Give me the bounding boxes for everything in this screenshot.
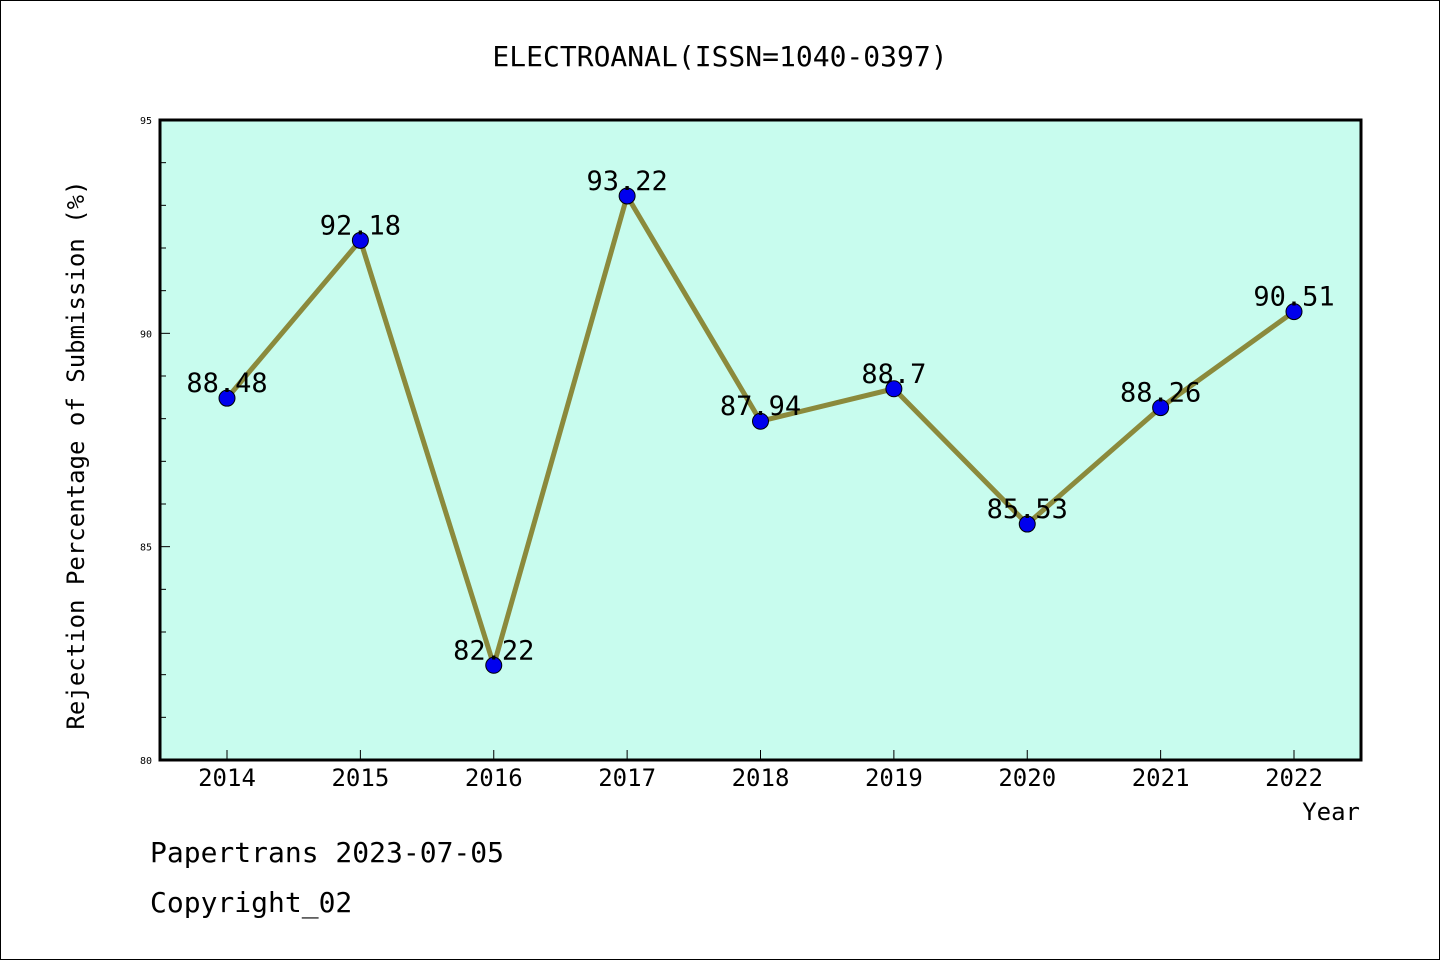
data-label: 82.22 [453, 635, 534, 666]
data-point [1152, 399, 1170, 417]
data-point [618, 187, 636, 205]
y-minor-ticks [160, 162, 166, 718]
data-label: 92.18 [320, 210, 401, 241]
data-labels: 88.48 92.18 82.22 93.22 87.94 88.7 85.53 88.26 9… [186, 166, 1334, 666]
data-point [485, 656, 503, 674]
data-label: 88.26 [1120, 378, 1201, 409]
data-point [885, 380, 903, 398]
x-tick-label: 2018 [732, 764, 790, 792]
x-tick-label: 2017 [598, 764, 656, 792]
x-axis-label: Year [1302, 798, 1360, 826]
y-tick-label: 90 [140, 329, 152, 340]
x-tick-label: 2014 [198, 764, 256, 792]
data-point [218, 389, 236, 407]
data-point [351, 231, 369, 249]
data-point [1018, 515, 1036, 533]
data-point [1285, 303, 1303, 321]
y-tick-label: 80 [140, 756, 152, 767]
data-markers [218, 187, 1303, 674]
y-axis-ticks: 80 85 90 95 [140, 116, 170, 767]
y-tick-label: 95 [140, 116, 152, 127]
x-tick-label: 2020 [998, 764, 1056, 792]
x-tick-label: 2015 [331, 764, 389, 792]
footer-copyright: Copyright_02 [150, 886, 353, 919]
data-label: 87.94 [720, 391, 801, 422]
x-tick-label: 2022 [1265, 764, 1323, 792]
data-point [752, 412, 769, 430]
y-tick-label: 85 [140, 543, 152, 554]
x-tick-label: 2016 [465, 764, 523, 792]
data-label: 93.22 [586, 166, 667, 197]
x-tick-label: 2019 [865, 764, 923, 792]
x-tick-label: 2021 [1132, 764, 1190, 792]
data-label: 88.48 [186, 368, 267, 399]
data-label: 90.51 [1253, 282, 1334, 313]
data-label: 88.7 [861, 359, 926, 390]
plot-area [158, 118, 1363, 762]
x-axis-ticks: 2014 2015 2016 2017 2018 2019 2020 2021 2022 [198, 750, 1323, 792]
data-label: 85.53 [987, 494, 1068, 525]
y-axis-label: Rejection Percentage of Submission (%) [62, 180, 90, 729]
chart-title: ELECTROANAL(ISSN=1040-0397) [492, 40, 947, 73]
footer-date: Papertrans 2023-07-05 [150, 836, 505, 869]
